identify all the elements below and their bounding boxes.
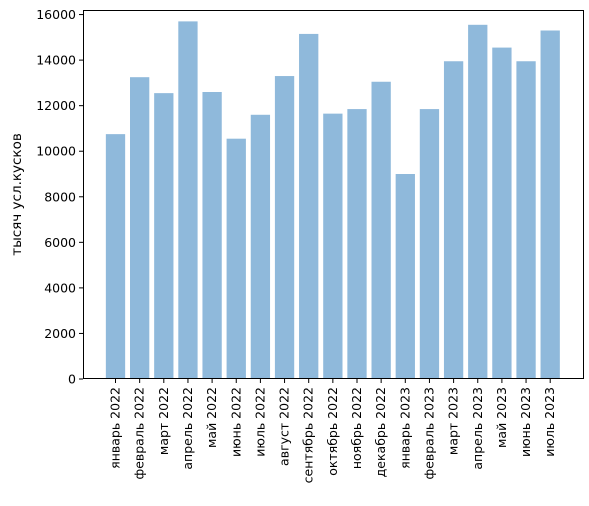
bar	[323, 113, 343, 379]
y-axis-label: тысяч усл.кусков	[9, 133, 25, 256]
bar	[226, 138, 246, 379]
bar	[154, 93, 174, 379]
x-tick-label: март 2022	[156, 387, 171, 455]
x-tick-label: февраль 2023	[421, 387, 436, 479]
x-tick-label: апрель 2022	[180, 387, 195, 470]
y-tick-label: 12000	[36, 98, 76, 113]
y-tick-label: 10000	[36, 144, 76, 159]
x-tick-label: декабрь 2022	[373, 387, 388, 477]
x-tick-label: май 2022	[204, 387, 219, 448]
bar	[371, 81, 391, 379]
y-tick-label: 16000	[36, 7, 76, 22]
bar	[299, 33, 319, 380]
y-tick-label: 2000	[44, 326, 76, 341]
plot-frame	[83, 10, 584, 379]
y-axis: 0 2000 4000 6000 8000 10000 12000 14000 16000	[36, 7, 83, 387]
y-tick-label: 4000	[44, 280, 76, 295]
x-tick-label: июнь 2022	[228, 387, 243, 457]
bars-group	[105, 21, 560, 380]
y-tick-label: 6000	[44, 235, 76, 250]
y-tick-label: 14000	[36, 53, 76, 68]
x-tick-label: март 2023	[446, 387, 461, 455]
bar	[178, 21, 198, 380]
bar	[540, 30, 560, 379]
x-tick-label: май 2023	[494, 387, 509, 448]
x-tick-label: февраль 2022	[132, 387, 147, 479]
bar	[130, 77, 150, 379]
bar	[347, 109, 367, 379]
bar	[395, 174, 415, 379]
x-axis: январь 2022 февраль 2022 март 2022 апрель 2…	[108, 379, 557, 483]
bar	[468, 24, 488, 380]
x-tick-label: июнь 2023	[518, 387, 533, 457]
y-tick-label: 0	[68, 372, 76, 387]
x-tick-label: сентябрь 2022	[301, 387, 316, 483]
x-tick-label: январь 2022	[108, 387, 123, 469]
x-tick-label: январь 2023	[397, 387, 412, 469]
bar	[274, 76, 295, 380]
x-tick-label: ноябрь 2022	[349, 387, 364, 469]
x-tick-label: октябрь 2022	[325, 387, 340, 476]
x-tick-label: август 2022	[277, 387, 292, 466]
y-tick-label: 8000	[44, 189, 76, 204]
bar	[492, 47, 512, 379]
x-tick-label: апрель 2023	[470, 387, 485, 470]
bar	[202, 92, 222, 379]
bar	[419, 109, 440, 379]
bar	[105, 134, 126, 379]
x-tick-label: июль 2022	[252, 387, 267, 457]
bar	[516, 61, 536, 379]
x-tick-label: июль 2023	[542, 387, 557, 457]
bar	[443, 61, 464, 379]
bar	[250, 114, 271, 380]
